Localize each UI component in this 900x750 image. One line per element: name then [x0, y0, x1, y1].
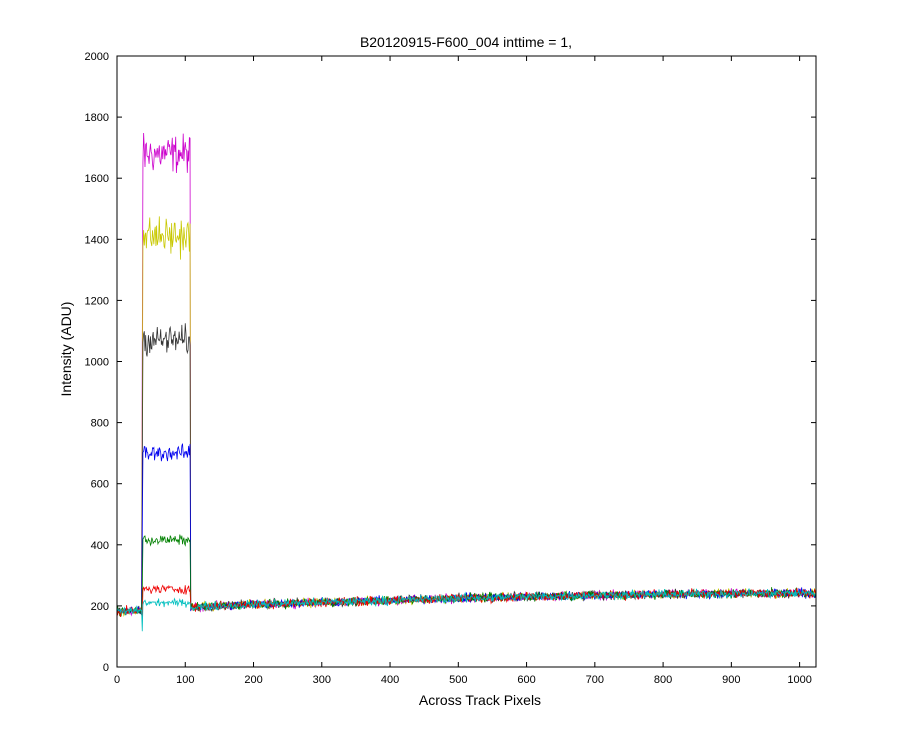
series-layer: [116, 133, 817, 632]
y-tick-label: 1800: [85, 112, 109, 124]
x-tick-label: 0: [114, 674, 120, 686]
y-tick-label: 0: [103, 662, 109, 674]
x-tick-label: 500: [449, 674, 467, 686]
y-tick-label: 400: [91, 540, 109, 552]
y-axis-label: Intensity (ADU): [58, 302, 74, 397]
x-tick-label: 100: [176, 674, 194, 686]
x-tick-label: 900: [722, 674, 740, 686]
x-tick-label: 600: [517, 674, 535, 686]
series-line: [116, 588, 817, 632]
y-axis: 0 200 400 600 800 1000 1200 1400 1600 1800 2000: [85, 51, 816, 674]
x-tick-label: 800: [654, 674, 672, 686]
y-tick-label: 1600: [85, 173, 109, 185]
plot-area: [117, 56, 816, 667]
x-axis: 0 100 200 300 400 500 600 700 800 900 1000: [114, 56, 812, 686]
y-tick-label: 1200: [85, 295, 109, 307]
x-tick-label: 300: [313, 674, 331, 686]
y-tick-label: 2000: [85, 51, 109, 63]
y-tick-label: 600: [91, 479, 109, 491]
x-tick-label: 700: [586, 674, 604, 686]
y-tick-label: 800: [91, 418, 109, 430]
x-axis-label: Across Track Pixels: [419, 692, 541, 708]
y-tick-label: 200: [91, 601, 109, 613]
series-line: [116, 443, 817, 615]
x-tick-label: 1000: [787, 674, 811, 686]
x-tick-label: 200: [244, 674, 262, 686]
y-tick-label: 1000: [85, 357, 109, 369]
y-tick-label: 1400: [85, 234, 109, 246]
chart-title: B20120915-F600_004 inttime = 1,: [360, 34, 572, 50]
x-tick-label: 400: [381, 674, 399, 686]
